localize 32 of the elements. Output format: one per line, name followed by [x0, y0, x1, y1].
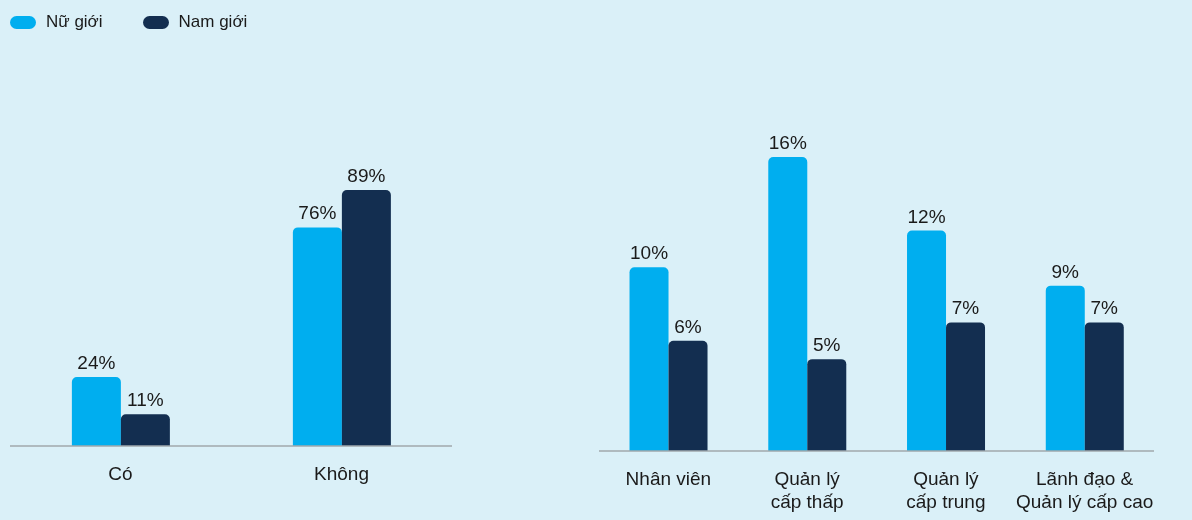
data-label: 7%	[1090, 297, 1119, 319]
legend-label: Nữ giới	[46, 12, 103, 32]
data-label: 10%	[630, 242, 669, 264]
data-label: 9%	[1051, 260, 1080, 282]
x-tick-label: Quản lý cấp trung	[906, 468, 986, 512]
bar	[1045, 285, 1085, 451]
data-label: 89%	[347, 165, 386, 186]
data-label: 76%	[298, 202, 337, 224]
data-label: 11%	[127, 389, 164, 411]
data-label: 6%	[674, 315, 702, 337]
bar	[341, 190, 391, 446]
bar	[120, 414, 170, 446]
bar	[292, 227, 342, 446]
bar	[768, 157, 808, 451]
bar	[946, 322, 986, 451]
data-label: 5%	[813, 334, 841, 356]
data-label: 12%	[907, 205, 946, 227]
data-label: 24%	[77, 351, 116, 373]
x-tick-label: Nhân viên	[625, 468, 712, 489]
x-tick-label: Có	[108, 463, 133, 484]
legend-label: Nam giới	[178, 12, 248, 32]
bar	[629, 267, 669, 451]
bar	[71, 376, 121, 446]
x-tick-label: Quản lý cấp thấp	[770, 468, 844, 512]
bar	[907, 230, 947, 451]
x-tick-label: Không	[314, 463, 369, 484]
data-label: 7%	[951, 297, 980, 319]
bar	[668, 340, 708, 451]
data-label: 16%	[768, 132, 807, 153]
bar	[807, 359, 847, 451]
x-tick-label: Lãnh đạo & Quản lý cấp cao	[1015, 468, 1154, 512]
bar	[1084, 322, 1124, 451]
